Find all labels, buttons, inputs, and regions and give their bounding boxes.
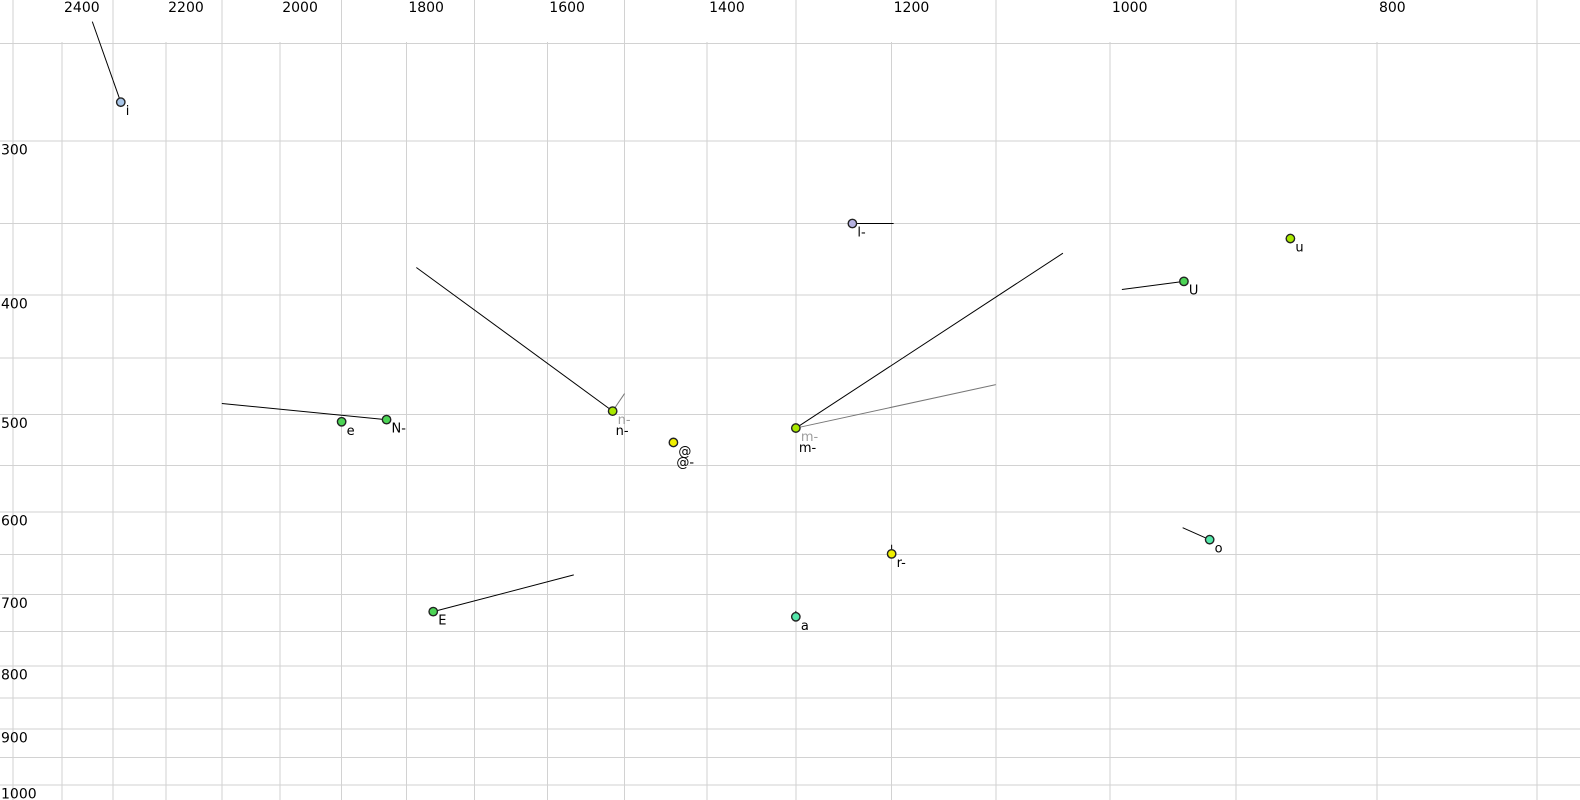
trajectory-line [1121,280,1184,291]
y-axis-tick-label: 1000 [1,787,37,800]
trajectory-line [91,21,122,103]
y-axis-tick-label: 600 [1,513,28,529]
vowel-point-0-i[interactable] [115,97,126,108]
x-axis-tick-label: 1600 [549,0,585,16]
y-axis-tick-label: 500 [1,416,28,432]
x-axis-tick-label: 1000 [1112,0,1148,16]
y-axis-tick-label: 900 [1,730,28,746]
vowel-label: e [347,424,355,439]
vowel-label: l- [857,225,866,240]
vowel-label: r- [897,556,907,571]
trajectory-line [1182,527,1210,541]
y-axis-tick-label: 800 [1,667,28,683]
vowel-point-7-at[interactable] [668,437,679,448]
x-axis-tick-label: 1800 [408,0,444,16]
x-axis-tick-label: 1400 [709,0,745,16]
vowel-label: N- [392,422,407,437]
vowel-label: @- [676,455,694,470]
trajectory-line [795,384,996,429]
vowel-point-6-n[interactable] [607,406,618,416]
y-axis-tick-label: 400 [1,296,28,312]
trajectory-line [416,267,613,412]
vowel-label: n- [616,424,629,439]
trajectory-line [433,574,574,613]
vowel-point-11-e[interactable] [428,606,439,617]
vowel-label: m- [801,430,819,445]
x-axis-tick-label: 2400 [64,0,100,16]
vowel-label: i [126,104,130,119]
y-axis-tick-label: 300 [1,143,28,159]
vowel-point-1-l[interactable] [847,218,858,229]
vowel-point-8-m[interactable] [790,423,801,433]
vowel-label: E [438,614,446,629]
trajectory-line [795,252,1064,429]
vowel-label: n- [618,413,631,428]
vowel-point-10-o[interactable] [1204,534,1215,545]
y-axis-tick-label: 700 [1,596,28,612]
x-axis-tick-label: 2000 [282,0,318,16]
vowel-label: a [801,619,809,634]
vowel-label: @ [678,444,691,459]
vowel-point-9-r[interactable] [886,548,897,559]
x-axis-tick-label: 1200 [894,0,930,16]
vowel-label: U [1189,283,1199,298]
vowel-label: u [1295,241,1303,256]
vowel-label: o [1215,542,1223,557]
vowel-point-12-a[interactable] [790,611,801,622]
vowel-label: m- [799,441,817,456]
trajectory-line [221,403,387,421]
vowel-point-3-u[interactable] [1179,276,1189,287]
vowel-point-5-n[interactable] [381,414,392,425]
x-axis-tick-label: 800 [1379,0,1406,16]
vowel-point-4-e[interactable] [336,416,347,427]
x-axis-tick-label: 2200 [168,0,204,16]
vowel-point-2-u[interactable] [1285,233,1296,244]
